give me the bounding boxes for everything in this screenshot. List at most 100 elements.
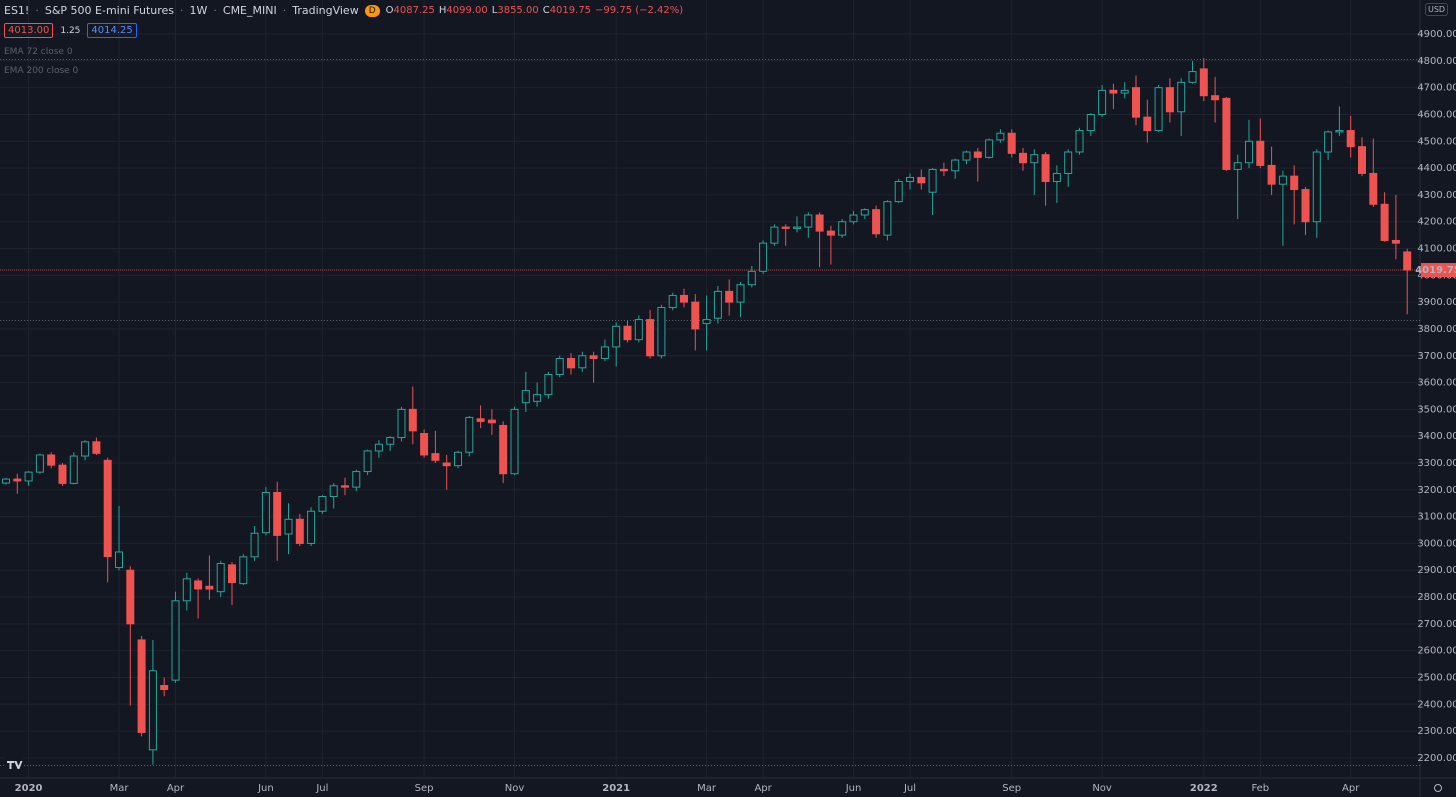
candle-body [713, 290, 722, 319]
candle-body [770, 226, 779, 244]
x-tick-label: Mar [697, 783, 717, 794]
candle-body [691, 301, 700, 330]
separator: · [282, 4, 287, 17]
candle-body [386, 437, 395, 445]
candle-body [917, 176, 926, 184]
symbol[interactable]: ES1! [4, 4, 30, 17]
candle-body [431, 453, 440, 461]
x-tick-label: Apr [167, 783, 185, 794]
candle-body [1301, 189, 1310, 223]
x-tick-label: 2020 [15, 783, 43, 794]
candle-body [996, 132, 1005, 141]
candle-body [1222, 97, 1231, 170]
candle-body [69, 455, 78, 484]
axes: 2200.00 2300.00 2400.00 2500.00 2600.00 2700.… [15, 29, 1456, 794]
delay-badge[interactable]: D [364, 4, 380, 17]
currency[interactable]: USD [1425, 3, 1449, 16]
bid[interactable]: 4013.00 [4, 23, 54, 38]
y-tick-label: 4100.00 [1417, 244, 1456, 255]
candle-body [736, 284, 745, 303]
candle-body [499, 424, 508, 475]
candle-body [1233, 162, 1242, 170]
y-tick-label: 2800.00 [1417, 592, 1456, 603]
candle-body [454, 451, 462, 467]
candle-body [747, 270, 756, 286]
ask[interactable]: 4014.25 [87, 23, 137, 38]
candle-body [1278, 175, 1287, 185]
candle-body [1369, 172, 1378, 205]
candle-body [1165, 87, 1174, 113]
y-tick-label: 4900.00 [1417, 29, 1456, 40]
candle-body [487, 419, 496, 424]
y-tick-label: 4500.00 [1417, 136, 1456, 147]
candle-body [1120, 89, 1129, 94]
candle-body [228, 564, 236, 584]
candle-body [1290, 175, 1299, 191]
candle-body [555, 357, 564, 376]
candle-body [521, 390, 530, 404]
x-tick-label: Mar [110, 783, 130, 794]
candle-body [544, 374, 553, 396]
candle-body [759, 242, 768, 272]
logo-mark [7, 761, 23, 769]
candle-body [793, 226, 801, 229]
candle-body [1256, 140, 1265, 166]
y-tick-label: 2400.00 [1417, 699, 1456, 710]
candle-body [1346, 130, 1355, 148]
ohlc-key: C [542, 5, 550, 16]
logo[interactable] [5, 757, 23, 771]
x-tick-label: Apr [1342, 783, 1360, 794]
candle-body [646, 319, 655, 357]
candle-body [973, 151, 982, 158]
candle-body [148, 670, 157, 751]
candle-body [612, 325, 621, 348]
x-tick-label: Feb [1251, 783, 1269, 794]
candle-body [1109, 89, 1118, 94]
separator: · [213, 4, 217, 17]
candle-body [1143, 116, 1152, 132]
candle-body [883, 201, 892, 236]
y-tick-label: 4200.00 [1417, 217, 1456, 228]
y-tick-label: 3500.00 [1417, 404, 1456, 415]
candle-body [951, 159, 960, 172]
candle-body [1199, 68, 1208, 97]
candle-body [476, 418, 485, 422]
candle-body [725, 290, 734, 303]
candle-body [1132, 87, 1140, 118]
candle-body [420, 433, 429, 456]
source: TradingView [292, 4, 359, 17]
candle-body [35, 454, 44, 473]
candle-body [341, 485, 349, 488]
candle-body [318, 496, 327, 512]
candle-body [284, 518, 293, 535]
candle-body [1188, 71, 1197, 83]
settings-icon[interactable] [1434, 784, 1442, 792]
y-tick-label: 3300.00 [1417, 458, 1456, 469]
candle-body [1391, 239, 1400, 244]
x-tick-label: 2021 [602, 783, 630, 794]
candle-body [815, 214, 824, 232]
candle-body [352, 471, 361, 488]
candle-body [160, 685, 169, 691]
y-tick-label: 4400.00 [1417, 163, 1456, 174]
candle-body [668, 294, 677, 309]
x-tick-label: Jun [845, 783, 862, 794]
candle-body [826, 230, 835, 236]
y-tick-label: 3100.00 [1417, 512, 1456, 523]
x-tick-label: 2022 [1190, 783, 1218, 794]
candle-body [928, 168, 937, 193]
candle-body [81, 441, 90, 457]
x-tick-label: Apr [754, 783, 772, 794]
y-tick-label: 2700.00 [1417, 619, 1456, 630]
grid [0, 0, 1420, 778]
interval[interactable]: 1W [189, 4, 208, 17]
legend-header: ES1! · S&P 500 E-mini Futures · 1W · CME_MI… [4, 4, 683, 17]
candle-body [1267, 164, 1276, 185]
candle-body [239, 556, 248, 585]
y-tick-label: 2900.00 [1417, 565, 1456, 576]
candle-body [533, 394, 542, 402]
candle-body [126, 569, 135, 625]
candle-body [1098, 89, 1107, 115]
indicators: EMA 72 close 0 EMA 200 close 0 [4, 43, 78, 81]
